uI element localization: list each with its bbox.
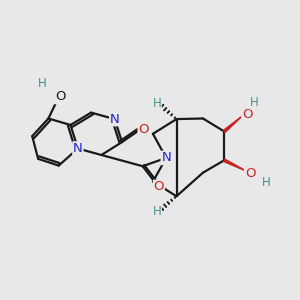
Text: O: O	[242, 108, 252, 121]
Text: O: O	[138, 123, 149, 136]
Text: N: N	[110, 112, 119, 126]
Text: O: O	[245, 167, 255, 180]
Text: O: O	[55, 91, 65, 103]
Text: H: H	[152, 205, 161, 218]
Text: O: O	[154, 180, 164, 193]
Polygon shape	[224, 159, 247, 172]
Text: H: H	[262, 176, 271, 189]
Text: H: H	[250, 96, 259, 109]
Text: H: H	[152, 97, 161, 110]
Text: N: N	[73, 142, 83, 155]
Polygon shape	[223, 116, 243, 133]
Text: H: H	[38, 77, 46, 90]
Text: N: N	[161, 152, 171, 164]
